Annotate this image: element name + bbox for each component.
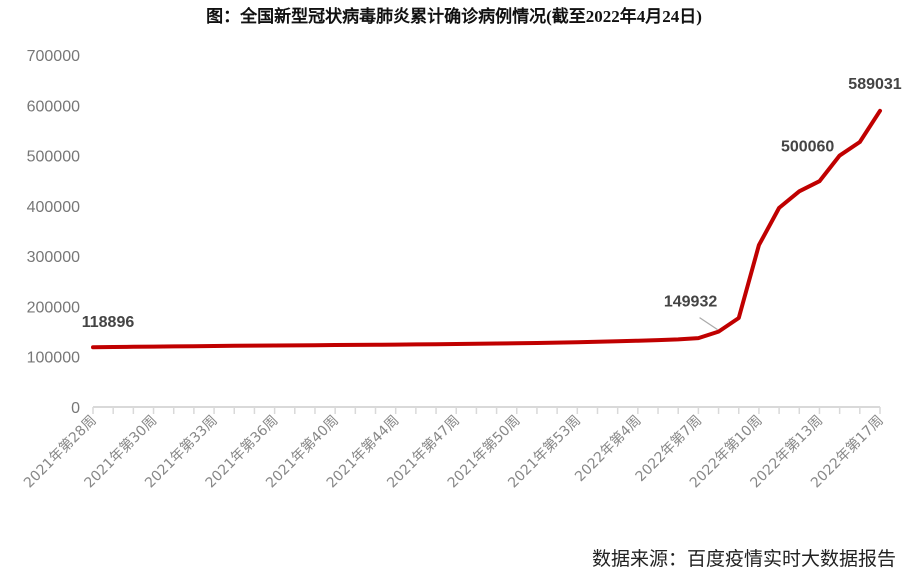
chart-title: 图：全国新型冠状病毒肺炎累计确诊病例情况(截至2022年4月24日) [206, 7, 702, 26]
data-label: 589031 [848, 76, 901, 93]
data-line [91, 108, 882, 350]
leader-line [699, 317, 718, 331]
y-tick-label: 400000 [27, 199, 80, 216]
y-tick-label: 600000 [27, 98, 80, 115]
data-source: 数据来源：百度疫情实时大数据报告 [591, 548, 896, 570]
data-label: 500060 [781, 139, 834, 156]
data-label: 149932 [664, 294, 717, 311]
y-tick-label: 0 [71, 400, 80, 417]
y-tick-label: 700000 [27, 48, 80, 65]
y-tick-label: 200000 [27, 299, 80, 316]
y-tick-label: 500000 [27, 149, 80, 166]
data-label: 118896 [82, 314, 135, 331]
y-tick-label: 300000 [27, 249, 80, 266]
y-tick-label: 100000 [27, 350, 80, 367]
